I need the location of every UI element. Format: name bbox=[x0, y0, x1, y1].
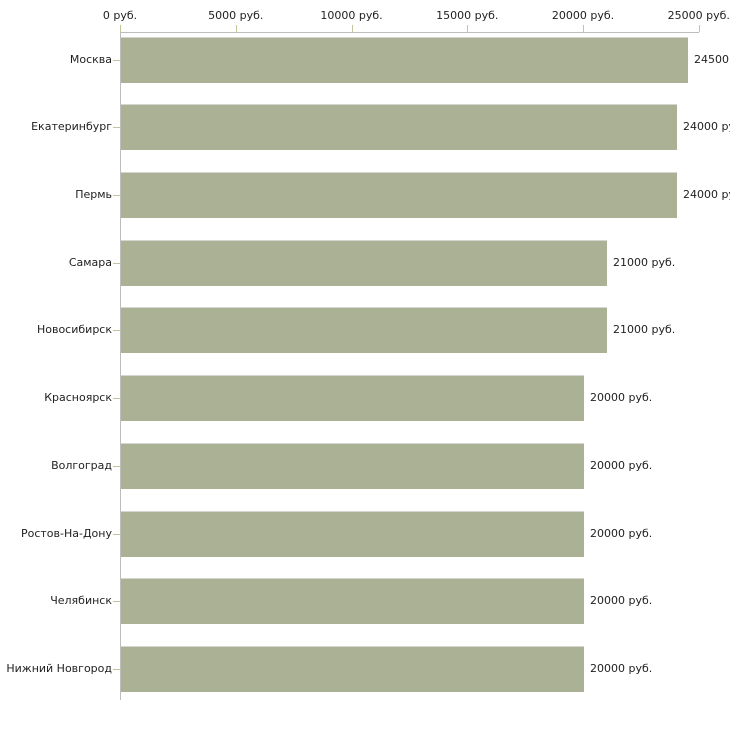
x-axis-tick-label: 5000 руб. bbox=[208, 9, 264, 22]
y-axis-tick-mark bbox=[113, 669, 120, 670]
category-label: Москва bbox=[69, 52, 112, 66]
x-axis-tick-mark bbox=[120, 25, 121, 32]
y-axis-line bbox=[120, 32, 121, 700]
bar bbox=[121, 375, 584, 422]
y-axis-tick-mark bbox=[113, 601, 120, 602]
category-label: Пермь bbox=[75, 187, 112, 201]
x-axis-line bbox=[120, 32, 699, 33]
value-label: 20000 руб. bbox=[590, 458, 653, 472]
x-axis-tick-mark bbox=[235, 25, 237, 32]
y-axis-tick-mark bbox=[113, 466, 120, 467]
bar bbox=[121, 510, 584, 557]
value-label: 20000 руб. bbox=[590, 391, 653, 405]
bar bbox=[121, 307, 607, 354]
value-label: 21000 руб. bbox=[613, 323, 676, 337]
x-axis-tick-mark bbox=[698, 25, 700, 32]
y-axis-tick-mark bbox=[113, 263, 120, 264]
x-axis-tick-mark bbox=[583, 25, 584, 32]
category-label: Нижний Новгород bbox=[6, 661, 112, 675]
category-label: Екатеринбург bbox=[31, 120, 112, 134]
y-axis-tick-mark bbox=[113, 330, 120, 331]
category-label: Челябинск bbox=[50, 594, 112, 608]
value-label: 20000 руб. bbox=[590, 594, 653, 608]
bar bbox=[121, 36, 688, 83]
value-label: 24000 руб. bbox=[683, 120, 730, 134]
bar bbox=[121, 239, 607, 286]
category-label: Ростов-На-Дону bbox=[20, 526, 112, 540]
x-axis-tick-label: 0 руб. bbox=[102, 9, 138, 22]
bar bbox=[121, 171, 677, 218]
category-label: Самара bbox=[68, 255, 112, 269]
category-label: Красноярск bbox=[44, 391, 112, 405]
x-axis-tick-label: 15000 руб. bbox=[436, 9, 499, 22]
y-axis-tick-mark bbox=[113, 398, 120, 399]
y-axis-tick-mark bbox=[113, 127, 120, 128]
value-label: 24500 руб. bbox=[694, 52, 730, 66]
x-axis-tick-label: 20000 руб. bbox=[551, 9, 615, 22]
x-axis-tick-mark bbox=[467, 25, 469, 32]
y-axis-tick-mark bbox=[113, 534, 120, 535]
x-axis-tick-label: 25000 руб. bbox=[667, 9, 730, 22]
bar bbox=[121, 104, 677, 151]
bar bbox=[121, 645, 584, 692]
value-label: 24000 руб. bbox=[683, 187, 730, 201]
y-axis-tick-mark bbox=[113, 60, 120, 61]
value-label: 20000 руб. bbox=[590, 526, 653, 540]
value-label: 21000 руб. bbox=[613, 255, 676, 269]
bar bbox=[121, 442, 584, 489]
bar bbox=[121, 578, 584, 625]
category-label: Волгоград bbox=[51, 458, 112, 472]
y-axis-tick-mark bbox=[113, 195, 120, 196]
x-axis-tick-mark bbox=[351, 25, 353, 32]
x-axis-tick-label: 10000 руб. bbox=[320, 9, 383, 22]
category-label: Новосибирск bbox=[36, 323, 112, 337]
value-label: 20000 руб. bbox=[590, 661, 653, 675]
